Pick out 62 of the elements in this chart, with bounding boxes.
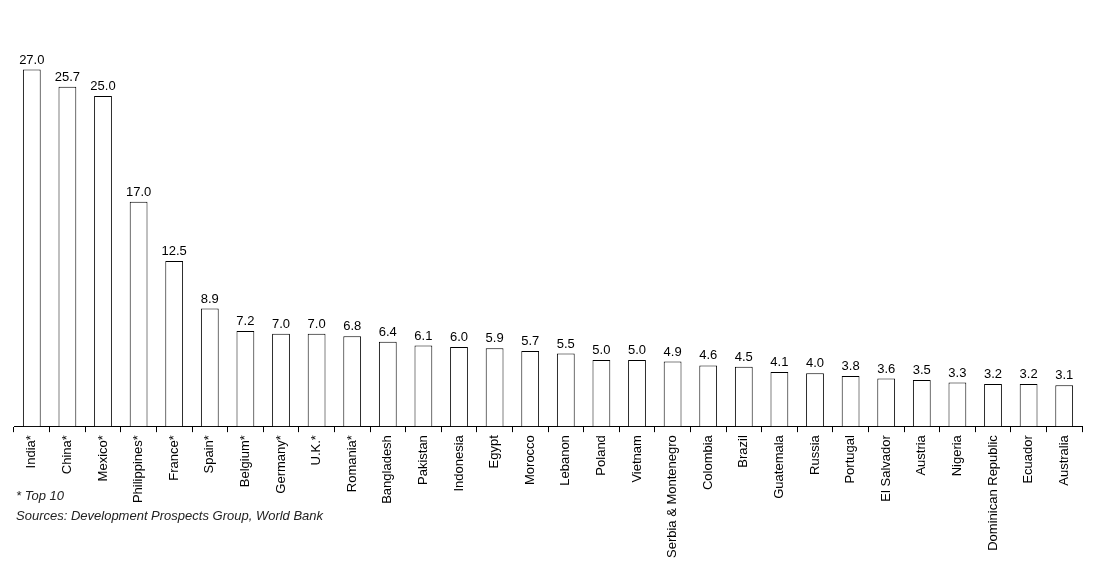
x-tick-label: Austria	[913, 434, 929, 476]
data-label: 3.1	[1055, 367, 1074, 383]
x-tick-label: El Salvador	[877, 434, 893, 502]
data-label: 3.6	[877, 360, 896, 376]
x-tick-label: Philippines*	[130, 435, 146, 504]
x-tick-label: Belgium*	[236, 435, 252, 488]
x-tick-label: Indonesia	[450, 434, 466, 492]
data-label: 3.2	[983, 365, 1003, 381]
x-tick-label: Dominican Republic	[984, 434, 1000, 551]
data-label: 4.6	[699, 347, 718, 363]
data-label: 8.9	[200, 290, 219, 306]
data-label: 5.7	[521, 332, 540, 348]
x-tick-label: Nigeria	[948, 434, 964, 477]
x-tick-label: Guatemala	[770, 434, 786, 499]
data-label: 25.7	[54, 68, 81, 84]
x-tick-label: India*	[23, 435, 39, 469]
data-label: 7.0	[271, 315, 291, 331]
data-label: 5.9	[485, 330, 504, 346]
data-label: 7.2	[236, 313, 255, 329]
data-label: 25.0	[90, 78, 116, 94]
x-tick-label: Ecuador	[1020, 434, 1036, 484]
data-label: 3.2	[1019, 365, 1038, 381]
x-tick-label: Poland	[592, 435, 608, 476]
data-label: 3.3	[948, 364, 967, 380]
x-tick-label: France*	[165, 435, 181, 481]
data-label: 12.5	[161, 243, 187, 259]
data-label: 7.0	[307, 315, 326, 331]
x-tick-label: Bangladesh	[379, 435, 395, 504]
data-label: 5.0	[592, 342, 611, 358]
x-tick-label: Romania*	[343, 435, 359, 493]
x-tick-label: Serbia & Montenegro	[664, 435, 680, 559]
data-label: 4.5	[734, 348, 753, 364]
data-label: 5.0	[627, 342, 647, 358]
data-label: 4.0	[805, 355, 825, 371]
x-tick-label: Germany*	[272, 435, 288, 494]
x-tick-label: Egypt	[486, 434, 502, 469]
data-label: 6.0	[449, 329, 469, 344]
x-tick-label: Pakistan	[414, 435, 430, 486]
x-tick-label: Australia	[1055, 434, 1071, 486]
x-tick-label: Spain*	[201, 435, 217, 474]
data-label: 6.1	[414, 327, 433, 343]
data-label: 17.0	[125, 183, 152, 199]
data-label: 3.5	[912, 362, 931, 378]
x-tick-label: Russia	[806, 434, 822, 475]
data-label: 3.8	[841, 358, 860, 374]
x-tick-label: Brazil	[735, 435, 751, 468]
x-tick-label: Mexico*	[94, 435, 110, 482]
data-label: 27.0	[19, 51, 45, 67]
x-tick-label: Morocco	[521, 435, 537, 486]
x-tick-label: U.K.*	[308, 435, 324, 466]
x-tick-label: China*	[58, 435, 74, 475]
x-tick-label: Colombia	[699, 434, 715, 491]
x-tick-label: Portugal	[842, 435, 858, 484]
data-label: 6.4	[378, 323, 397, 339]
x-tick-label: Vietnam	[628, 435, 644, 483]
data-label: 4.1	[770, 354, 789, 370]
data-label: 4.9	[663, 343, 682, 359]
data-label: 6.8	[343, 318, 362, 334]
x-tick-label: Lebanon	[557, 435, 573, 486]
text: * Top 10	[16, 488, 64, 503]
source-note: Sources: Development Prospects Group, World Bank	[16, 507, 324, 525]
data-label: 5.5	[556, 335, 575, 351]
